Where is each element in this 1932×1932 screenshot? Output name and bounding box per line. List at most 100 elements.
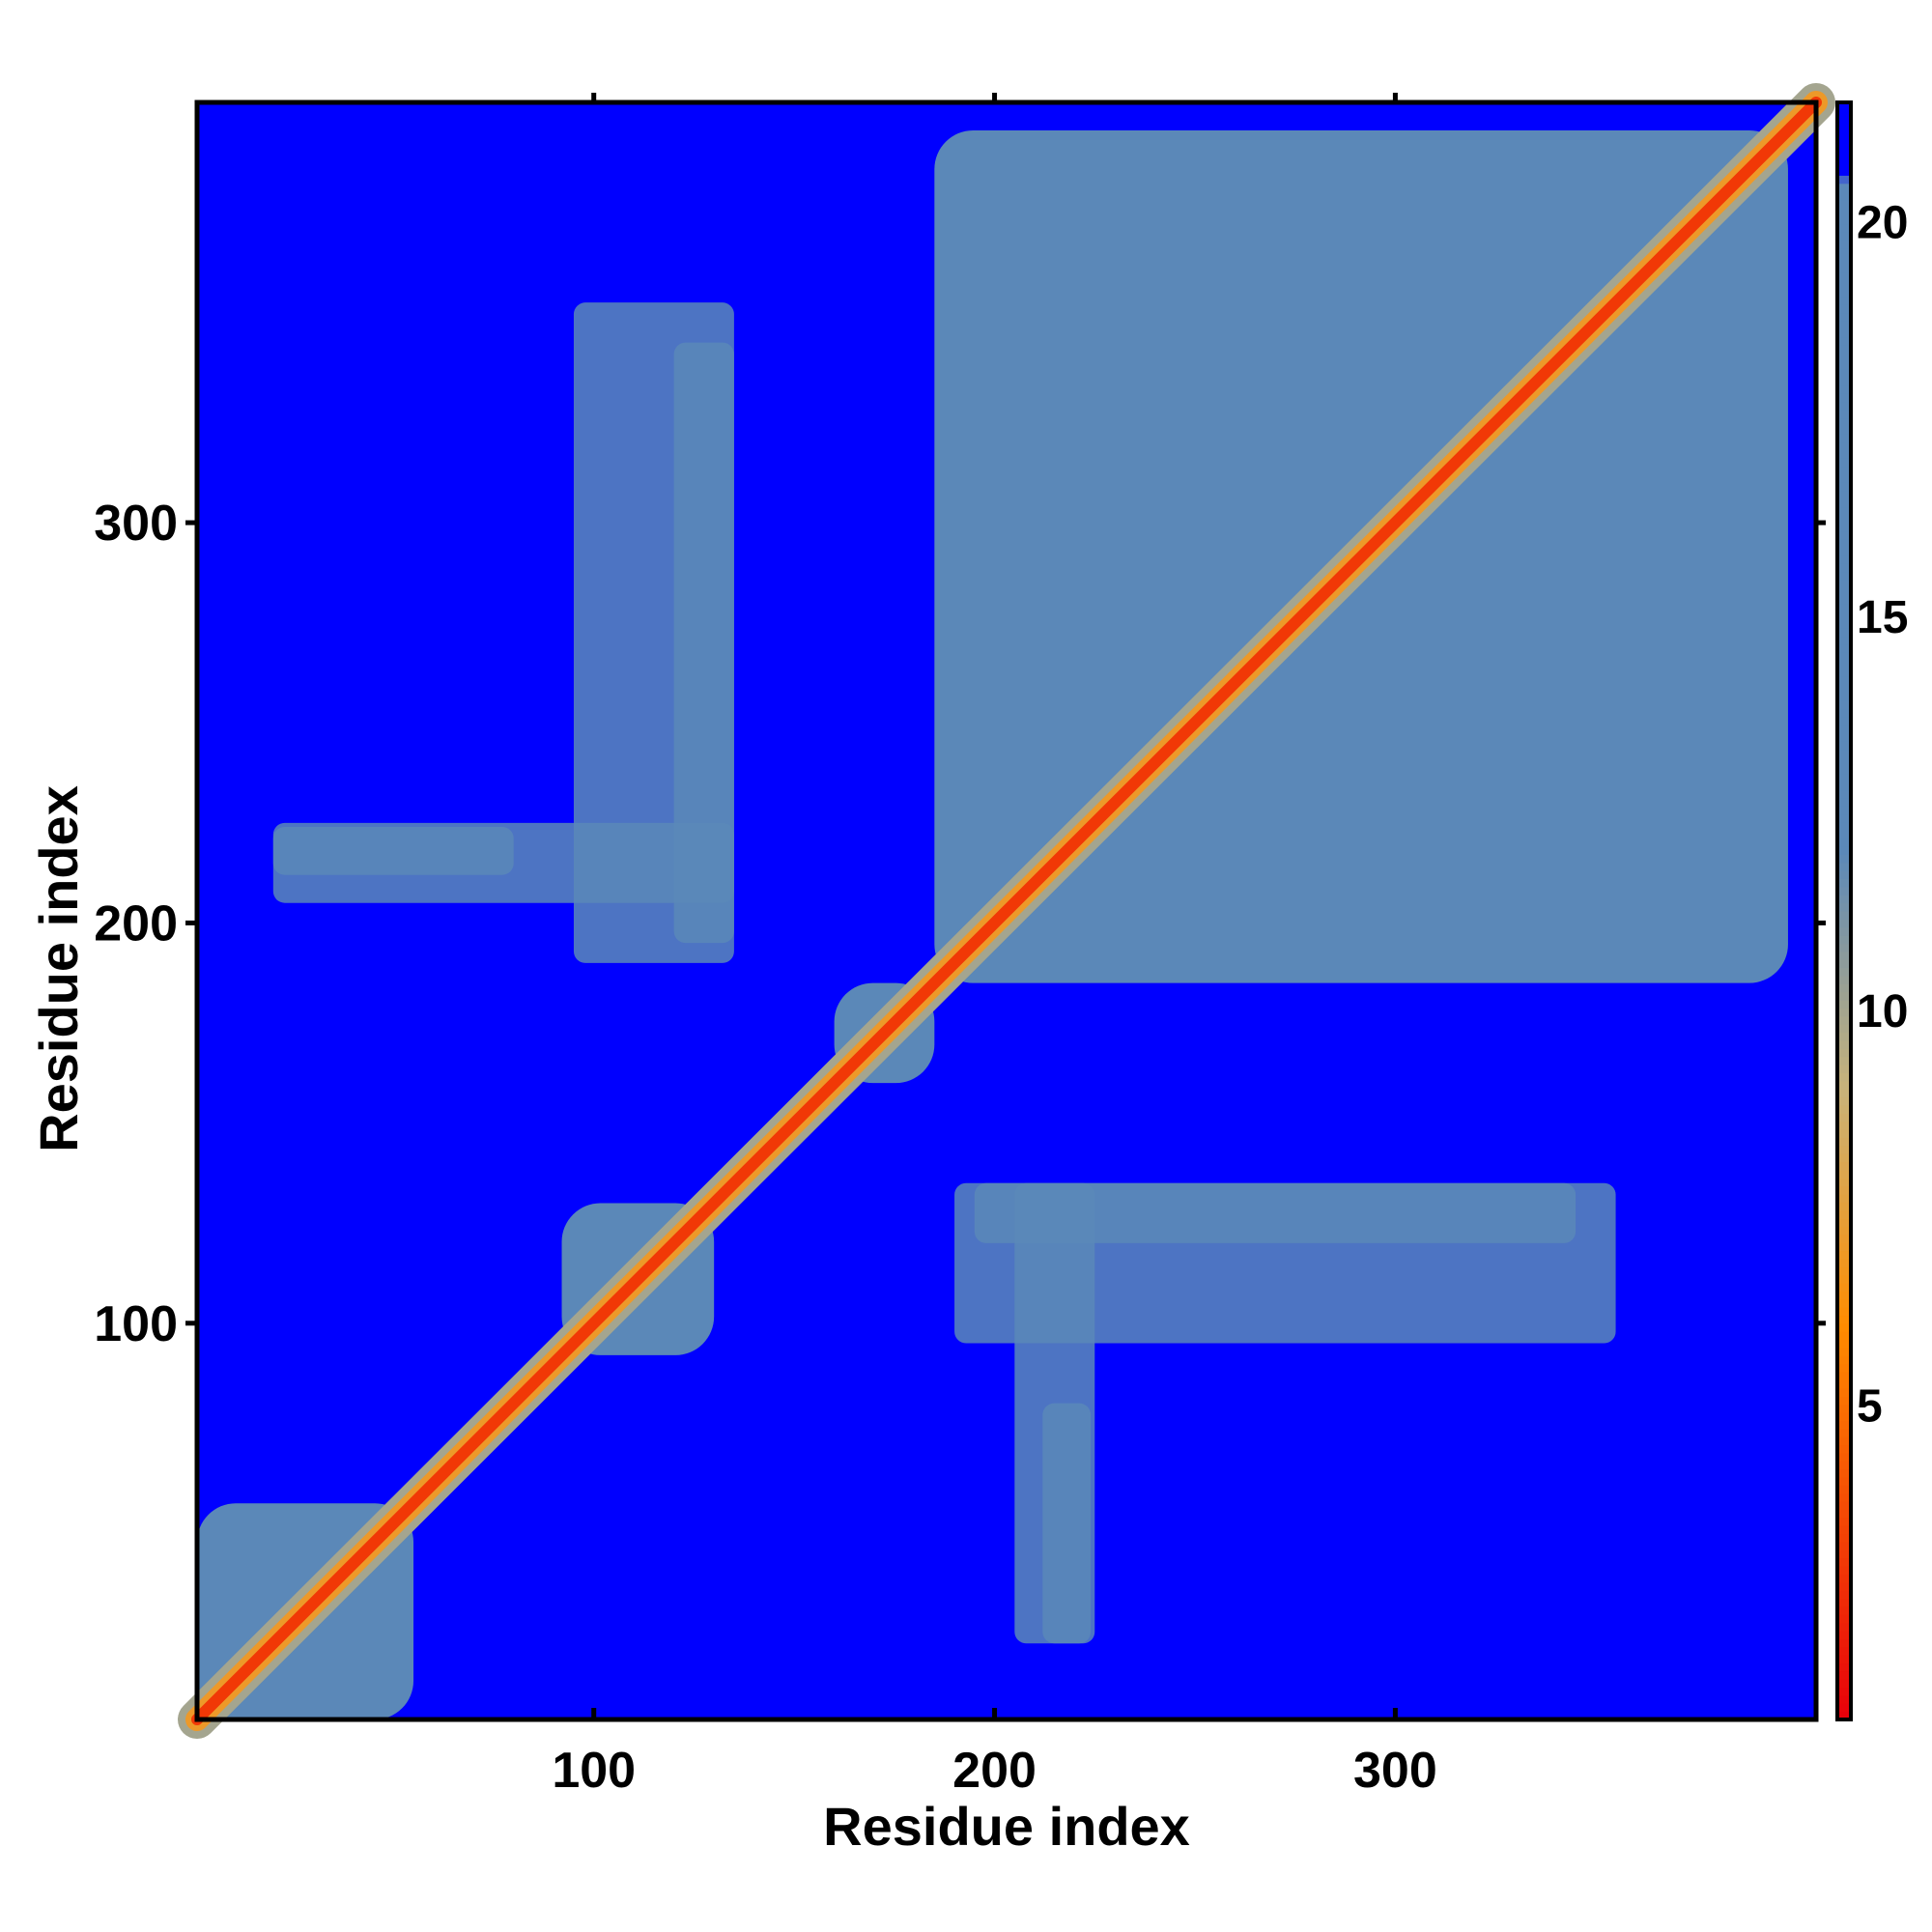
colorbar-segment [1837,1307,1851,1317]
colorbar-segment [1837,830,1851,839]
colorbar-segment [1837,1670,1851,1680]
colorbar-segment [1837,191,1851,201]
colorbar-segment [1837,1485,1851,1494]
colorbar-segment [1837,813,1851,823]
colorbar-segment [1837,1032,1851,1041]
colorbar-segment [1837,1128,1851,1138]
colorbar-segment [1837,1411,1851,1421]
colorbar-segment [1837,895,1851,904]
colorbar-segment [1837,320,1851,329]
colorbar-segment [1837,1137,1851,1147]
colorbar-segment [1837,1436,1851,1446]
colorbar-segment [1837,773,1851,782]
colorbar-segment [1837,1679,1851,1689]
colorbar-segment [1837,741,1851,751]
colorbar-segment [1837,1694,1851,1704]
colorbar-segment [1837,1711,1851,1720]
colorbar-segment [1837,1000,1851,1009]
colorbar-segment [1837,1581,1851,1591]
colorbar-segment [1837,1347,1851,1356]
colorbar-segment [1837,1185,1851,1195]
colorbar-segment [1837,821,1851,831]
colorbar-segment [1837,749,1851,758]
colorbar-segment [1837,668,1851,677]
colorbar-segment [1837,1444,1851,1454]
diagonal-band [178,83,1835,1739]
colorbar-segment [1837,693,1851,701]
colorbar-segment [1837,789,1851,799]
colorbar-segment [1837,838,1851,847]
colorbar-segment [1837,1387,1851,1397]
colorbar-segment [1837,1242,1851,1252]
colorbar-segment [1837,1008,1851,1017]
colorbar-segment [1837,1048,1851,1058]
colorbar-segment [1837,579,1851,588]
colorbar-segment [1837,975,1851,984]
colorbar-segment [1837,1662,1851,1672]
colorbar-segment [1837,756,1851,766]
colorbar-segment [1837,571,1851,581]
colorbar-segment [1837,1355,1851,1365]
colorbar-segment [1837,1096,1851,1106]
colorbar-segment [1837,765,1851,775]
colorbar-segment [1837,1590,1851,1600]
colorbar-segment [1837,1089,1851,1098]
colorbar-segment [1837,369,1851,379]
colorbar-segment [1837,926,1851,936]
colorbar-segment [1837,1646,1851,1656]
colorbar-segment [1837,886,1851,895]
colorbar-segment [1837,1420,1851,1430]
colorbar-segment [1837,1322,1851,1332]
colorbar-segment [1837,264,1851,273]
colorbar-segment [1837,1193,1851,1203]
colorbar-segment [1837,247,1851,257]
colorbar-segment [1837,983,1851,993]
colorbar-segment [1837,110,1851,120]
colorbar-segment [1837,1039,1851,1049]
colorbar-segment [1837,652,1851,662]
contact-patch-3-mirror [673,342,734,944]
colorbar-segment [1837,935,1851,945]
colorbar-segment [1837,619,1851,629]
colorbar-segment [1837,410,1851,419]
colorbar-segment [1837,1605,1851,1615]
colorbar-segment [1837,846,1851,856]
colorbar-segment [1837,1549,1851,1559]
colorbar-segment [1837,862,1851,871]
colorbar-segment [1837,231,1851,241]
colorbar-segment [1837,183,1851,192]
colorbar-segment [1837,434,1851,443]
colorbar-segment [1837,1298,1851,1308]
colorbar-segment [1837,1622,1851,1632]
colorbar-segment [1837,166,1851,176]
colorbar-segment [1837,547,1851,556]
colorbar-segment [1837,967,1851,977]
colorbar-segment [1837,240,1851,249]
colorbar-segment [1837,1525,1851,1535]
x-tick-label-300: 300 [1353,1743,1437,1799]
colorbar-segment [1837,1024,1851,1034]
colorbar-segment [1837,1169,1851,1179]
colorbar-segment [1837,158,1851,168]
colorbar-segment [1837,781,1851,791]
contact-patch-4 [1014,1182,1095,1644]
colorbar-segment [1837,1153,1851,1163]
colorbar-segment [1837,1655,1851,1664]
colorbar-segment [1837,1234,1851,1243]
colorbar-segment [1837,498,1851,508]
colorbar-segment [1837,1266,1851,1276]
colorbar-segment [1837,215,1851,225]
colorbar-segment [1837,1614,1851,1624]
colorbar-segment [1837,700,1851,710]
colorbar-segment [1837,425,1851,435]
colorbar-segment [1837,587,1851,597]
colorbar-segment [1837,336,1851,346]
colorbar-segment [1837,304,1851,314]
colorbar-segment [1837,458,1851,468]
colorbar-segment [1837,611,1851,621]
colorbar-segment [1837,1630,1851,1639]
colorbar-segment [1837,1452,1851,1462]
colorbar-segment [1837,1501,1851,1510]
colorbar-segment [1837,199,1851,209]
colorbar-segment [1837,514,1851,524]
